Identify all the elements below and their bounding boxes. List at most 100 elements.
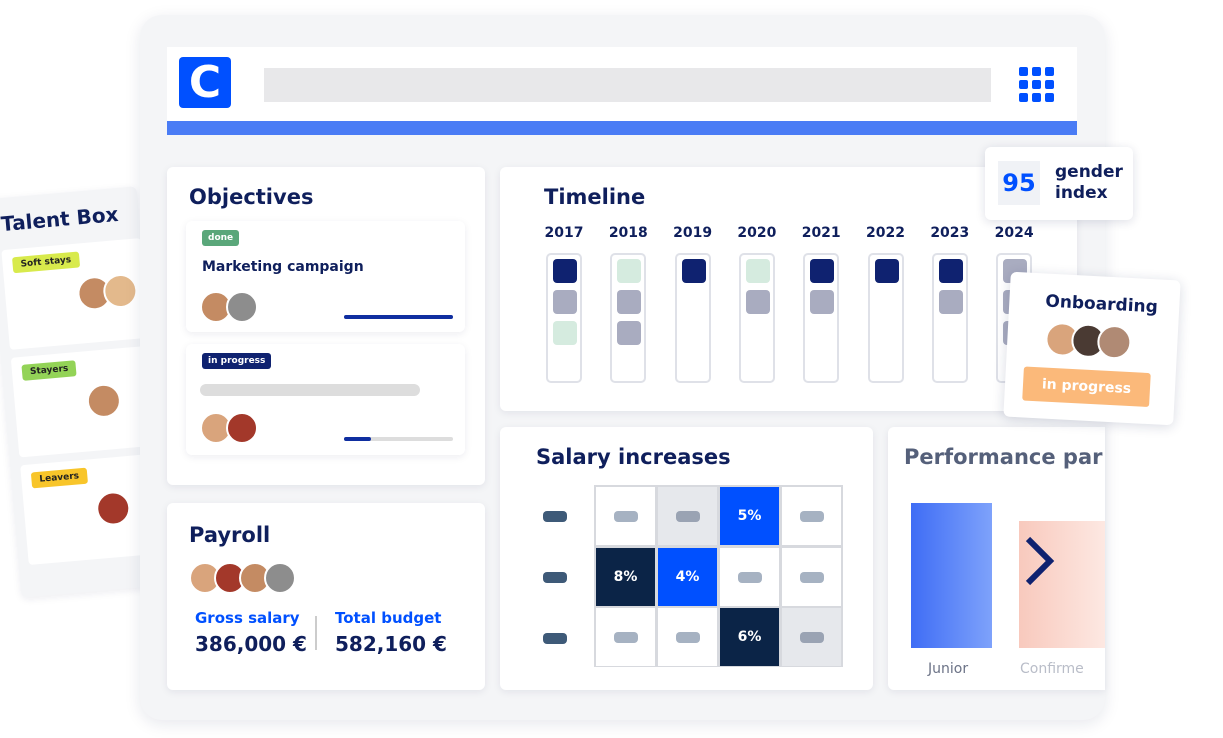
progress-bar (344, 315, 453, 319)
payroll-card: Payroll Gross salary 386,000 € Total bud… (167, 503, 485, 690)
payroll-title: Payroll (189, 523, 271, 547)
gross-label: Gross salary (195, 609, 300, 627)
placeholder (614, 511, 638, 522)
year-column (867, 253, 904, 383)
row-label (543, 511, 567, 522)
header: C (167, 47, 1077, 135)
placeholder (800, 632, 824, 643)
timeline-title: Timeline (544, 185, 646, 209)
year-column (546, 253, 582, 383)
timeline-block (938, 259, 963, 283)
avatar (189, 562, 221, 594)
year-column (674, 253, 711, 383)
timeline-block (553, 321, 577, 345)
year-column (803, 253, 840, 383)
year-label: 2022 (866, 225, 905, 241)
gender-index-label: index (1055, 183, 1108, 203)
salary-cell: 4% (658, 547, 717, 606)
salary-cell: 6% (720, 608, 779, 666)
objective-item[interactable]: done Marketing campaign (186, 221, 465, 332)
group-label: Leavers (30, 467, 88, 489)
salary-cell: 5% (720, 487, 779, 545)
junior-bar (911, 503, 992, 648)
salary-cell (658, 608, 717, 666)
year-label: 2023 (930, 225, 970, 241)
group-label: Stayers (21, 360, 77, 381)
apps-grid[interactable] (1019, 67, 1057, 105)
salary-card: Salary increases 5% 8% 4% 6% (500, 427, 873, 690)
gender-index-label: gender (1055, 162, 1123, 182)
timeline-block (617, 321, 642, 345)
objectives-title: Objectives (189, 185, 314, 209)
timeline-block (745, 259, 770, 283)
timeline-block (553, 290, 577, 314)
chevron[interactable] (1020, 531, 1060, 591)
timeline-block (810, 259, 835, 283)
timeline-card: Timeline 2017 2018 2019 2020 2021 2022 2023 202… (500, 167, 1077, 411)
timeline-block (681, 259, 706, 283)
avatar (85, 382, 123, 420)
header-bar (167, 121, 1077, 135)
year-column (610, 253, 647, 383)
timeline-block (810, 290, 835, 314)
group-label: Soft stays (12, 251, 80, 274)
salary-cell (782, 547, 841, 606)
placeholder (800, 571, 824, 583)
year-label: 2019 (673, 225, 713, 241)
timeline-block (874, 259, 899, 283)
year-label: 2017 (544, 225, 584, 241)
status-tag: in progress (202, 353, 272, 369)
level-label: Confirme (1020, 661, 1084, 677)
progress-bar (344, 437, 372, 441)
timeline-block (553, 259, 577, 283)
salary-cell (782, 608, 841, 666)
divider (315, 616, 317, 650)
salary-cell (596, 608, 655, 666)
timeline-block (617, 290, 642, 314)
placeholder (676, 511, 700, 522)
year-label: 2018 (608, 225, 648, 241)
search-bar[interactable] (264, 68, 991, 102)
talent-group: Stayers (10, 345, 159, 458)
timeline-block (745, 290, 770, 314)
onboarding-card: Onboarding in progress (1003, 271, 1181, 426)
salary-cell (596, 487, 655, 545)
row-label (543, 633, 567, 644)
avatar (226, 291, 258, 323)
salary-grid: 5% 8% 4% 6% (594, 485, 843, 667)
timeline-block (617, 259, 642, 283)
logo: C (179, 57, 231, 108)
row-label (543, 572, 567, 583)
performance-title: Performance par (904, 445, 1103, 469)
status-tag: done (202, 230, 240, 246)
talent-group: Soft stays (1, 238, 150, 350)
objectives-card: Objectives done Marketing campaign in pr… (167, 167, 485, 485)
objective-title: Marketing campaign (202, 259, 364, 275)
timeline-block (938, 290, 963, 314)
avatar (264, 562, 296, 594)
talent-box-title: Talent Box (0, 201, 120, 237)
progress-track (344, 437, 453, 441)
placeholder (676, 632, 700, 643)
onboarding-status[interactable]: in progress (1022, 366, 1151, 408)
budget-value: 582,160 € (335, 632, 447, 656)
year-label: 2020 (737, 225, 777, 241)
placeholder-text (200, 384, 420, 396)
objective-item[interactable]: in progress (186, 344, 465, 455)
level-label: Junior (928, 661, 969, 677)
avatar (94, 490, 132, 527)
placeholder (800, 511, 824, 522)
performance-card: Performance par Junior Confirme (888, 427, 1105, 690)
gender-index-value: 95 (998, 161, 1040, 205)
avatar (1096, 324, 1133, 361)
gross-value: 386,000 € (195, 632, 307, 656)
year-label: 2024 (994, 225, 1034, 241)
year-column (738, 253, 775, 383)
progress-track (344, 315, 453, 319)
placeholder (738, 571, 762, 583)
placeholder (614, 632, 638, 643)
gender-index-card: 95 gender index (985, 147, 1133, 220)
salary-cell (720, 547, 779, 606)
budget-label: Total budget (335, 609, 442, 627)
